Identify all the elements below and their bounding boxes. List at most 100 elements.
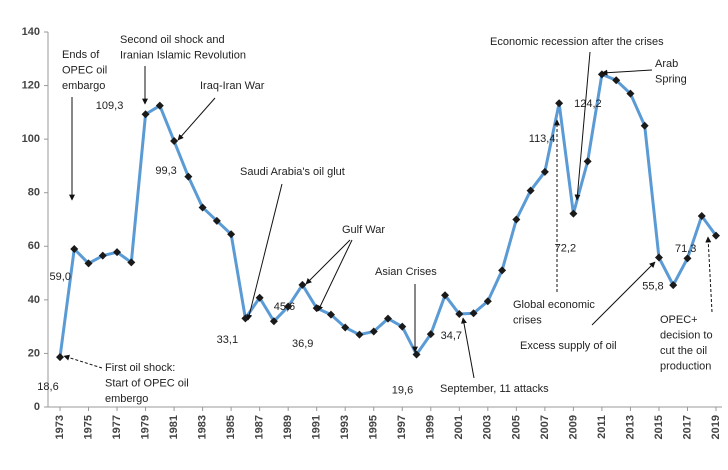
point [184,172,193,181]
annotation: First oil shock: [105,362,175,374]
annotation: Excess supply of oil [520,340,617,352]
x-tick-label: 2019 [710,415,722,439]
annotation: decision to [660,329,713,341]
point [555,99,564,108]
x-tick-label: 1995 [368,415,380,439]
annotation: Gulf War [342,224,385,236]
point [212,216,221,225]
point [113,248,122,257]
point [654,253,663,262]
point [384,314,392,323]
point [640,121,649,130]
point [455,310,464,319]
point [683,254,692,263]
y-tick-label: 40 [28,294,40,306]
data-label: 124,2 [574,98,602,110]
x-tick-label: 1999 [425,415,437,439]
point [255,293,264,302]
data-label: 36,9 [292,338,313,350]
point [170,137,179,146]
x-tick-label: 1979 [139,415,151,439]
annotation: Global economic [513,299,595,311]
x-tick-label: 2003 [482,415,494,439]
x-tick-label: 1973 [54,415,66,439]
y-tick-label: 60 [28,240,40,252]
x-tick-label: 2001 [453,415,465,439]
point [626,89,635,98]
point [426,330,435,339]
data-label: 33,1 [217,334,238,346]
point [498,266,507,275]
annotation: Iranian Islamic Revolution [120,49,246,61]
point [526,186,535,195]
point [483,297,492,306]
annotation: Spring [655,73,687,85]
point [155,101,164,110]
x-tick-label: 1977 [111,415,123,439]
data-label: 55,8 [642,280,663,292]
x-tick-label: 2007 [539,415,551,439]
data-label: 45,6 [274,301,295,313]
point [512,215,521,224]
x-tick-label: 1993 [339,415,351,439]
x-tick-label: 2005 [510,415,522,439]
annotation-arrow [591,261,656,326]
point [612,76,621,85]
annotation: cut the oil [660,345,707,357]
annotation: Economic recession after the crises [490,36,664,48]
point [540,167,549,176]
point [697,212,706,221]
annotation-arrow [574,51,591,201]
annotation: production [660,360,711,372]
annotation-arrow [305,239,351,285]
x-tick-label: 1981 [168,415,180,439]
point [298,280,307,289]
x-tick-label: 1983 [197,415,209,439]
data-label: 34,7 [441,330,462,342]
annotation: embergo [105,393,148,405]
x-tick-label: 1997 [396,415,408,439]
point [669,281,678,290]
point [56,353,64,362]
data-label: 109,3 [96,100,124,112]
point [569,209,578,218]
annotation: OPEC+ [660,314,698,326]
annotation: Ends of [62,49,100,61]
annotation: embargo [62,80,105,92]
point [141,110,150,119]
x-tick-label: 2015 [653,415,665,439]
annotation: Iraq-Iran War [200,80,265,92]
annotation: Second oil shock and [120,34,225,46]
annotation: OPEC oil [62,64,107,76]
point [227,230,236,239]
annotation-arrow [63,354,103,369]
x-tick-label: 1985 [225,415,237,439]
y-tick-label: 120 [22,79,40,91]
point [369,327,378,336]
x-tick-label: 2017 [681,415,693,439]
x-tick-label: 1991 [311,415,323,439]
x-tick-label: 2013 [624,415,636,439]
data-label: 18,6 [37,381,58,393]
point [127,258,136,267]
x-tick-label: 2009 [567,415,579,439]
data-label: 59,0 [50,271,71,283]
data-label: 99,3 [155,165,176,177]
point [441,291,450,300]
annotation-arrow [246,183,283,321]
point [597,70,606,79]
point [269,317,278,326]
point [198,203,207,212]
point [84,259,93,268]
x-tick-label: 2011 [596,415,608,439]
annotation: September, 11 attacks [440,383,549,395]
point [98,251,107,260]
annotation: Start of OPEC oil [105,377,189,389]
annotation-arrow [705,236,713,313]
data-label: 19,6 [392,384,413,396]
data-label: 72,2 [555,243,576,255]
data-label: 113,4 [529,133,556,145]
annotation: Saudi Arabia's oil glut [240,166,345,178]
annotation-arrow [601,69,653,76]
